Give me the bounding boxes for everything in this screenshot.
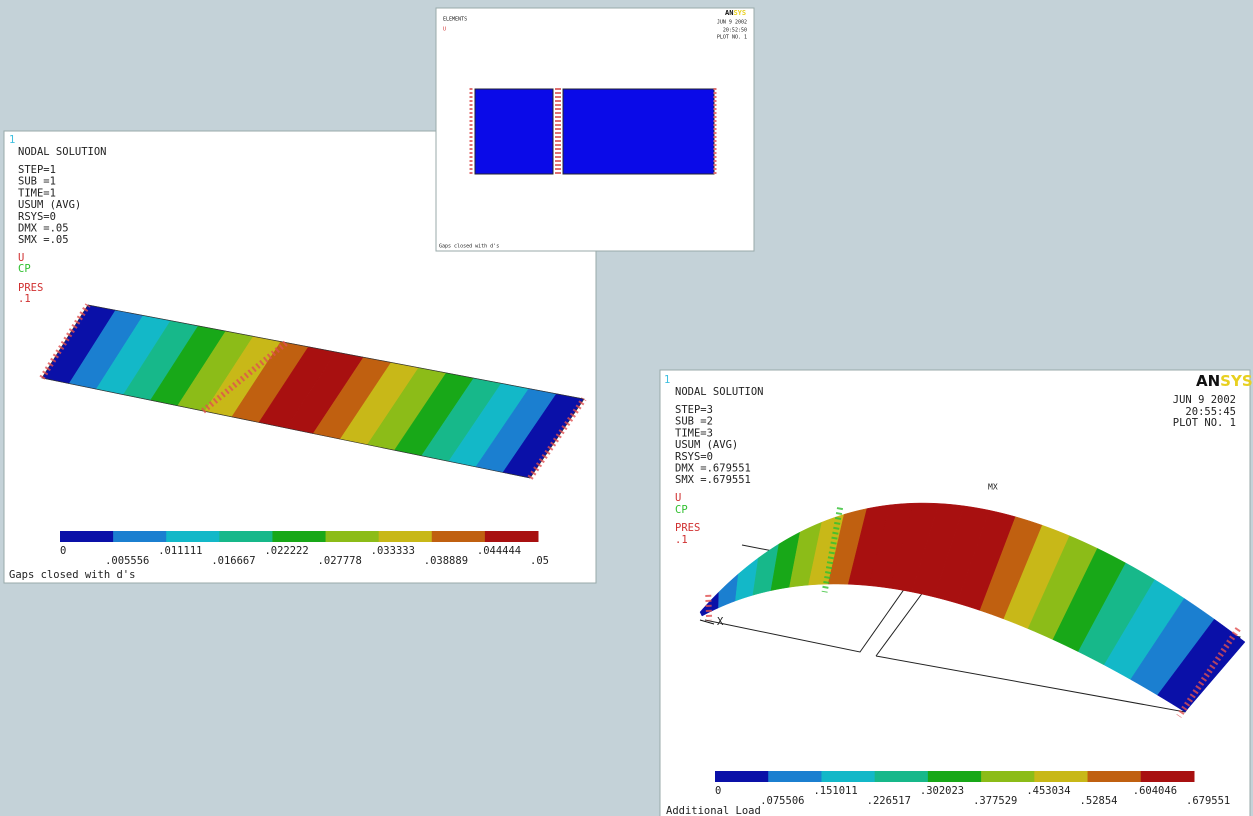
caption: Gaps closed with d's <box>9 569 135 581</box>
legend-u: U <box>675 492 681 504</box>
logo-b: SYS <box>733 9 746 17</box>
axis-label: X <box>717 616 724 628</box>
contour-band <box>768 771 822 782</box>
contour-band <box>927 771 982 782</box>
info-line: RSYS=0 <box>18 211 56 223</box>
mesh-block <box>562 88 715 175</box>
plot-title: NODAL SOLUTION <box>18 146 107 158</box>
contour-label: .604046 <box>1133 785 1177 797</box>
logo: ANSYS <box>725 9 746 17</box>
caption: Gaps closed with d's <box>439 244 499 250</box>
logo-b: SYS <box>1220 372 1252 390</box>
date: JUN 9 2002 <box>1173 394 1236 406</box>
info-line: USUM (AVG) <box>675 439 738 451</box>
contour-band <box>1034 771 1089 782</box>
contour-band <box>378 531 433 542</box>
contour-label: .226517 <box>867 795 911 807</box>
date: JUN 9 2002 <box>717 20 747 26</box>
contour-band <box>166 531 220 542</box>
contour-label: .679551 <box>1186 795 1230 807</box>
contour-label: 0 <box>715 785 721 797</box>
contour-label: .52854 <box>1080 795 1118 807</box>
contour-label: .05 <box>530 555 549 567</box>
outline <box>875 579 1241 713</box>
contour-label: .011111 <box>158 545 202 557</box>
contour-band <box>981 771 1035 782</box>
legend-u: U <box>443 27 446 33</box>
constraint <box>821 507 844 593</box>
info-line: RSYS=0 <box>675 451 713 463</box>
max-marker: MX <box>988 483 998 492</box>
contour-label: .038889 <box>424 555 468 567</box>
legend-cp: CP <box>18 263 31 275</box>
contour-label: .453034 <box>1026 785 1070 797</box>
contour-label: .027778 <box>318 555 362 567</box>
axis <box>699 619 715 625</box>
info-line: STEP=1 <box>18 164 56 176</box>
mesh-block <box>474 88 554 175</box>
contour-band <box>219 531 273 542</box>
info-line: SMX =.05 <box>18 234 69 246</box>
contour-label: .044444 <box>477 545 521 557</box>
contour-band <box>715 771 769 782</box>
info-line: TIME=3 <box>675 427 713 439</box>
contour-label: .005556 <box>105 555 149 567</box>
contour-label: .302023 <box>920 785 964 797</box>
plot-number: PLOT NO. 1 <box>717 35 747 41</box>
info-line: TIME=1 <box>18 187 56 199</box>
contour-band <box>113 531 167 542</box>
contour-band <box>325 531 380 542</box>
contour-band <box>484 531 539 542</box>
contour-label: .033333 <box>371 545 415 557</box>
contour-band <box>272 531 327 542</box>
pres-value: .1 <box>675 534 688 546</box>
contour-region <box>1157 618 1246 713</box>
contour-label: .022222 <box>264 545 308 557</box>
info-line: DMX =.05 <box>18 223 69 235</box>
contour-band <box>1087 771 1142 782</box>
window-index: 1 <box>9 134 15 146</box>
logo: ANSYS <box>1196 372 1253 390</box>
info-line: DMX =.679551 <box>675 463 751 475</box>
contour-label: .377529 <box>973 795 1017 807</box>
contour-label: 0 <box>60 545 66 557</box>
legend-pres: PRES <box>18 282 43 294</box>
info-line: SMX =.679551 <box>675 474 751 486</box>
caption: Additional Load <box>666 805 761 816</box>
logo-a: AN <box>1196 372 1220 390</box>
contour-band <box>60 531 114 542</box>
window-index: 1 <box>664 374 670 386</box>
info-line: SUB =1 <box>18 176 56 188</box>
info-line: USUM (AVG) <box>18 199 81 211</box>
constraint <box>527 397 587 480</box>
constraint <box>705 594 713 621</box>
info-line: SUB =2 <box>675 416 713 428</box>
contour-label: .151011 <box>813 785 857 797</box>
legend-pres: PRES <box>675 522 700 534</box>
contour-label: .016667 <box>211 555 255 567</box>
plot-title: NODAL SOLUTION <box>675 386 764 398</box>
constraint <box>39 303 91 380</box>
contour-band <box>821 771 876 782</box>
legend-u: U <box>18 252 24 264</box>
info-line: STEP=3 <box>675 404 713 416</box>
contour-band <box>1140 771 1195 782</box>
contour-band <box>874 771 929 782</box>
time: 20:52:50 <box>723 28 747 34</box>
legend-cp: CP <box>675 504 688 516</box>
plot-number: PLOT NO. 1 <box>1173 417 1236 429</box>
contour-label: .075506 <box>760 795 804 807</box>
plot-title: ELEMENTS <box>443 17 467 23</box>
time: 20:55:45 <box>1185 406 1236 418</box>
contour-band <box>431 531 486 542</box>
logo-a: AN <box>725 9 733 17</box>
pres-value: .1 <box>18 293 31 305</box>
